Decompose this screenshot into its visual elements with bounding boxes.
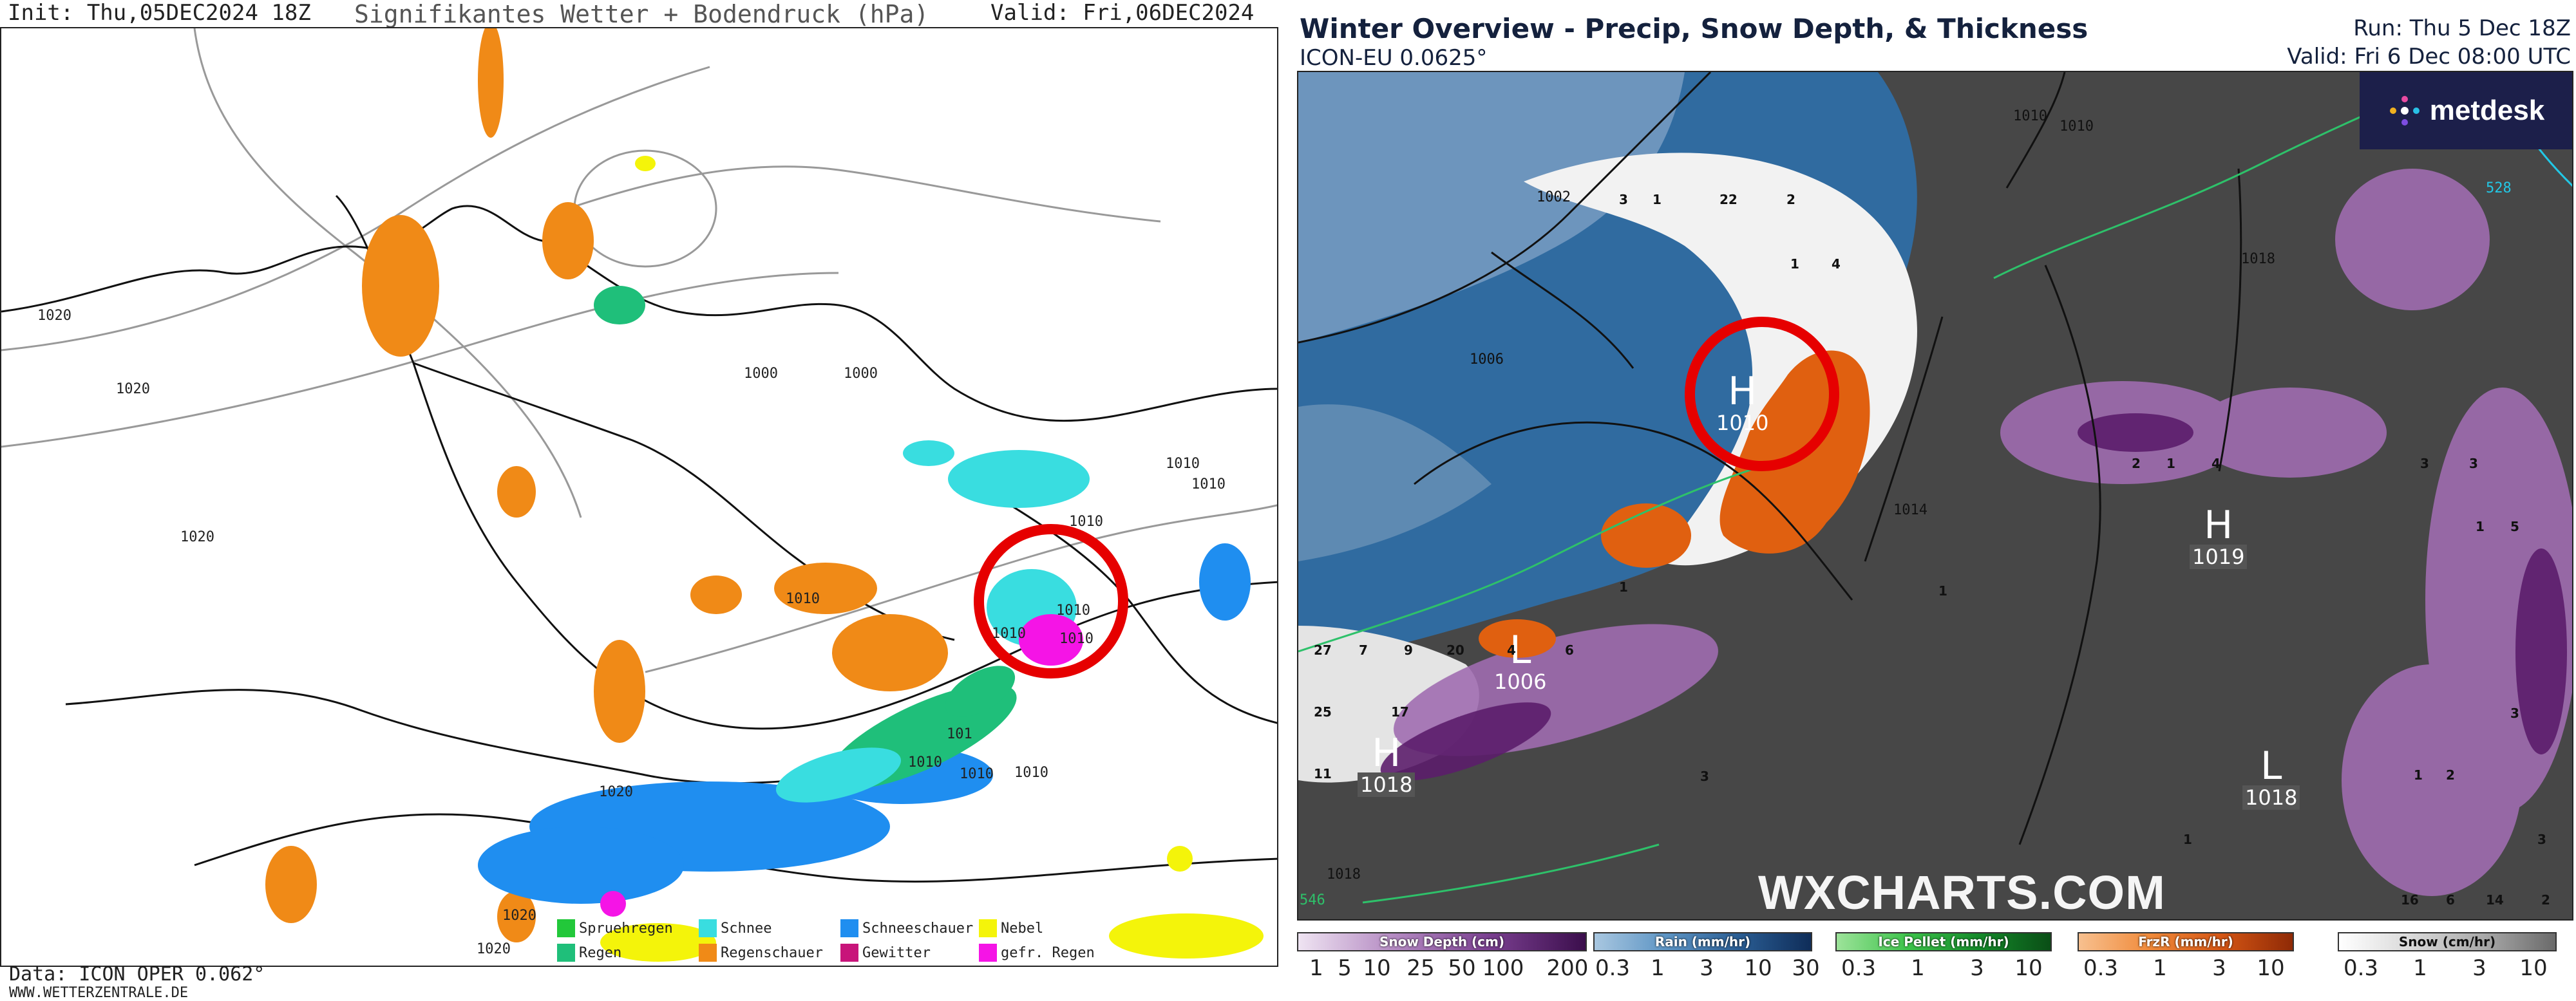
contour-label: 1018 <box>1327 866 1361 883</box>
init-time: Init: Thu,05DEC2024 18Z <box>8 0 311 26</box>
isobar-label: 1020 <box>477 941 511 957</box>
snow-depth-ticks: 1 5 10 25 50 100 200 <box>1309 955 1589 981</box>
border-line <box>335 194 1277 730</box>
legend-item: Gewitter <box>840 944 931 962</box>
right-map <box>1297 71 2573 921</box>
watermark: WXCHARTS.COM <box>1758 866 2166 919</box>
rain-legend-bar: Rain (mm/hr) <box>1593 932 1812 951</box>
highlight-circle <box>974 524 1128 678</box>
isobar-label: 1010 <box>1056 603 1090 619</box>
left-map-title: Signifikantes Wetter + Bodendruck (hPa) <box>354 0 929 28</box>
valid-time: Valid: Fri 6 Dec 08:00 UTC <box>2287 44 2571 70</box>
isobar-label: 1020 <box>599 784 633 800</box>
isobar-line <box>193 28 582 518</box>
isobar-label: 1010 <box>992 626 1026 642</box>
snow-rate-legend-bar: Snow (cm/hr) <box>2338 932 2557 951</box>
metdesk-logo-icon <box>2389 96 2420 126</box>
isobar-label: 1010 <box>1014 765 1048 781</box>
isobar-label: 101 <box>947 726 972 742</box>
isobar-line <box>1491 251 1634 369</box>
isobar-label: 1010 <box>1069 514 1103 530</box>
snow-depth-purple <box>1394 169 2572 896</box>
isobar-line <box>2218 168 2242 472</box>
isobar-label: 1010 <box>1059 631 1094 647</box>
contour-label: 528 <box>2486 180 2512 196</box>
isobar-label: 1020 <box>37 308 71 324</box>
model-name: ICON-EU 0.0625° <box>1300 45 1488 71</box>
contour-label: 1002 <box>1537 189 1571 205</box>
site-credit: WWW.WETTERZENTRALE.DE <box>9 985 189 1001</box>
legend-item: Spruehregen <box>557 919 673 937</box>
contour-label: 1010 <box>2060 118 2094 135</box>
ice-pellet-legend-bar: Ice Pellet (mm/hr) <box>1835 932 2052 951</box>
left-map-panel: Init: Thu,05DEC2024 18Z Signifikantes We… <box>0 0 1282 1001</box>
frzr-ticks: 0.3 1 3 10 <box>2083 955 2285 981</box>
left-map <box>0 27 1278 967</box>
legend-item: Regenschauer <box>699 944 823 962</box>
ice-pellet-ticks: 0.3 1 3 10 <box>1841 955 2043 981</box>
isobar-line <box>2005 72 2066 189</box>
rain-showers <box>265 28 948 942</box>
contour-label: 1006 <box>1470 351 1504 368</box>
isobar-line <box>2018 265 2101 845</box>
isobar-line <box>1864 316 1944 562</box>
brand-badge: metdesk <box>2360 72 2572 149</box>
fog <box>600 156 1264 962</box>
pressure-center: L 1006 <box>1494 628 1547 694</box>
legend-item: Schneeschauer <box>840 919 973 937</box>
isobar-label: 1010 <box>960 766 994 782</box>
legend-item: Nebel <box>979 919 1043 937</box>
right-map-title: Winter Overview - Precip, Snow Depth, & … <box>1300 13 2088 44</box>
isobar-label: 1010 <box>1191 476 1226 492</box>
thickness-line <box>1298 457 1788 653</box>
snow-depth-legend-bar: Snow Depth (cm) <box>1297 932 1587 951</box>
pressure-center: H 1019 <box>2190 506 2248 569</box>
legend-item: gefr. Regen <box>979 944 1095 962</box>
border-line <box>1 205 1277 422</box>
frzr-legend-bar: FrzR (mm/hr) <box>2078 932 2294 951</box>
right-map-panel: Winter Overview - Precip, Snow Depth, & … <box>1294 0 2576 997</box>
isobar-label: 1000 <box>844 366 878 382</box>
isobar-line <box>1 272 839 448</box>
thickness-line <box>1362 843 1660 904</box>
isobar-label: 1020 <box>502 908 536 924</box>
isobar-label: 1020 <box>116 381 150 397</box>
legend-item: Regen <box>557 944 621 962</box>
contour-label: 1014 <box>1893 502 1927 518</box>
isobar-line <box>645 504 1277 673</box>
pressure-center: H 1018 <box>1358 734 1416 797</box>
data-source: Data: ICON OPER 0.062° <box>9 963 265 986</box>
rain-ticks: 0.3 1 3 10 30 <box>1595 955 1820 981</box>
snow-depth-labels: 3 1 22 2 1 4 1 27 7 9 20 4 6 25 17 11 3 … <box>1314 192 2550 908</box>
isobar-line <box>1414 421 1853 601</box>
isobar-label: 1000 <box>744 366 778 382</box>
contour-label: 1018 <box>2241 251 2275 267</box>
highlight-circle <box>1685 317 1839 471</box>
legend-item: Schnee <box>699 919 772 937</box>
isobar-label: 1010 <box>786 591 820 607</box>
pressure-center: L 1018 <box>2242 747 2300 810</box>
pressure-center: H 1010 <box>1716 369 1769 435</box>
isobar-label: 1010 <box>1166 456 1200 472</box>
freezing-rain <box>600 614 1083 917</box>
isobar-label: 1010 <box>908 754 942 771</box>
snow-rate-ticks: 0.3 1 3 10 <box>2343 955 2548 981</box>
border-line <box>413 362 955 641</box>
isobar-label: 1020 <box>180 529 214 545</box>
contour-label: 1010 <box>2013 108 2047 124</box>
border-line <box>967 478 1277 724</box>
snow-area <box>775 440 1090 803</box>
run-time: Run: Thu 5 Dec 18Z <box>2353 15 2571 41</box>
isobar-line <box>1298 72 1712 344</box>
isobar-line <box>567 165 1161 223</box>
contour-label: 546 <box>1300 892 1325 908</box>
left-legend: Spruehregen Regen Schnee Regenschauer Sc… <box>557 919 1124 968</box>
brand-name: metdesk <box>2429 95 2545 126</box>
